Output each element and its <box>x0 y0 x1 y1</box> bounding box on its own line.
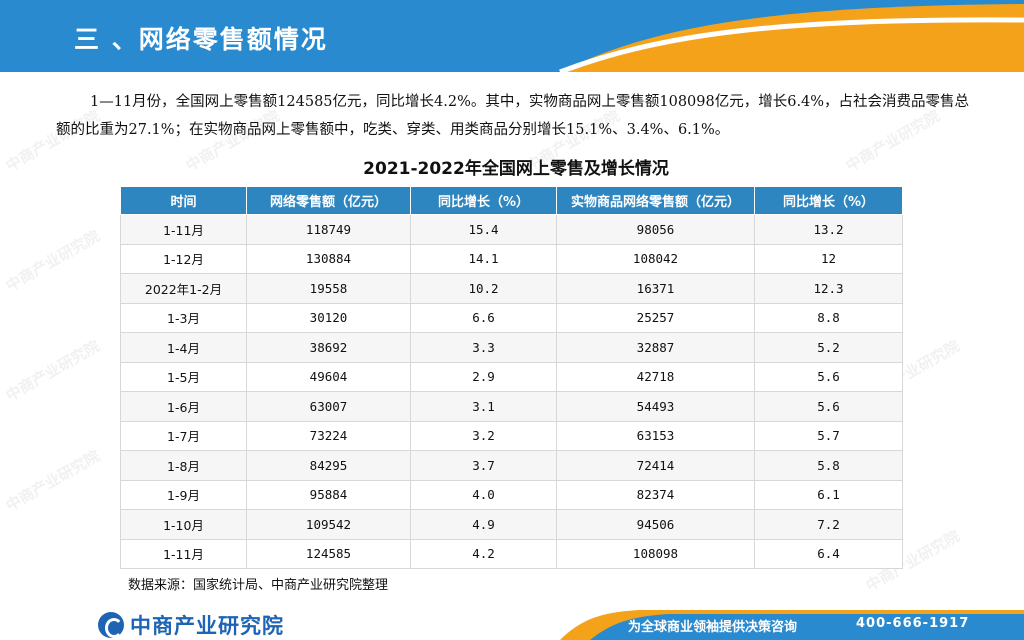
cell-yoy-growth: 14.1 <box>410 243 557 274</box>
column-header-physical-goods-retail: 实物商品网络零售额（亿元） <box>556 186 755 215</box>
table-row: 1-7月 73224 3.2 63153 5.7 <box>120 420 903 451</box>
table-row: 1-4月 38692 3.3 32887 5.2 <box>120 332 903 363</box>
cell-physical-growth: 7.2 <box>754 509 903 540</box>
cell-physical-retail: 32887 <box>556 332 755 363</box>
table-row: 1-3月 30120 6.6 25257 8.8 <box>120 302 903 333</box>
table-row: 1-12月 130884 14.1 108042 12 <box>120 243 903 274</box>
footer-slogan: 为全球商业领袖提供决策咨询 <box>628 620 798 635</box>
cell-physical-growth: 5.2 <box>754 332 903 363</box>
cell-yoy-growth: 3.1 <box>410 391 557 422</box>
watermark: 中商产业研究院 <box>2 336 103 405</box>
cell-physical-retail: 98056 <box>556 214 755 245</box>
cell-online-retail: 19558 <box>246 273 411 304</box>
cell-physical-retail: 25257 <box>556 302 755 333</box>
watermark: 中商产业研究院 <box>2 446 103 515</box>
cell-time: 1-10月 <box>120 509 247 540</box>
table-row: 1-9月 95884 4.0 82374 6.1 <box>120 479 903 510</box>
cell-yoy-growth: 4.0 <box>410 479 557 510</box>
cell-physical-retail: 54493 <box>556 391 755 422</box>
footer-phone: 400-666-1917 <box>856 616 970 631</box>
column-header-time: 时间 <box>120 186 247 215</box>
table-row: 1-6月 63007 3.1 54493 5.6 <box>120 391 903 422</box>
cell-physical-growth: 5.8 <box>754 450 903 481</box>
cell-yoy-growth: 3.3 <box>410 332 557 363</box>
column-header-online-retail: 网络零售额（亿元） <box>246 186 411 215</box>
cell-online-retail: 118749 <box>246 214 411 245</box>
cell-online-retail: 30120 <box>246 302 411 333</box>
cell-physical-retail: 16371 <box>556 273 755 304</box>
page-title: 三 、网络零售额情况 <box>74 25 328 54</box>
data-source-note: 数据来源：国家统计局、中商产业研究院整理 <box>128 578 389 593</box>
watermark: 中商产业研究院 <box>2 226 103 295</box>
table-header-row: 时间 网络零售额（亿元） 同比增长（%） 实物商品网络零售额（亿元） 同比增长（… <box>120 186 903 215</box>
table-row: 1-5月 49604 2.9 42718 5.6 <box>120 361 903 392</box>
table-row: 1-8月 84295 3.7 72414 5.8 <box>120 450 903 481</box>
cell-time: 1-8月 <box>120 450 247 481</box>
cell-physical-growth: 5.6 <box>754 361 903 392</box>
column-header-yoy-growth: 同比增长（%） <box>410 186 557 215</box>
cell-physical-growth: 12 <box>754 243 903 274</box>
cell-physical-retail: 82374 <box>556 479 755 510</box>
intro-paragraph: 1—11月份，全国网上零售额124585亿元，同比增长4.2%。其中，实物商品网… <box>56 94 970 138</box>
cell-physical-growth: 5.6 <box>754 391 903 422</box>
cell-physical-retail: 42718 <box>556 361 755 392</box>
cell-yoy-growth: 3.2 <box>410 420 557 451</box>
cell-online-retail: 38692 <box>246 332 411 363</box>
cell-time: 1-12月 <box>120 243 247 274</box>
cell-yoy-growth: 4.2 <box>410 538 557 569</box>
cell-online-retail: 73224 <box>246 420 411 451</box>
cell-physical-growth: 12.3 <box>754 273 903 304</box>
header-background <box>0 0 1024 72</box>
cell-physical-growth: 13.2 <box>754 214 903 245</box>
cell-online-retail: 109542 <box>246 509 411 540</box>
table-row: 2022年1-2月 19558 10.2 16371 12.3 <box>120 273 903 304</box>
cell-yoy-growth: 6.6 <box>410 302 557 333</box>
cell-physical-growth: 6.1 <box>754 479 903 510</box>
cell-time: 2022年1-2月 <box>120 273 247 304</box>
cell-physical-growth: 8.8 <box>754 302 903 333</box>
retail-data-table: 时间 网络零售额（亿元） 同比增长（%） 实物商品网络零售额（亿元） 同比增长（… <box>120 186 903 569</box>
cell-time: 1-5月 <box>120 361 247 392</box>
cell-time: 1-11月 <box>120 214 247 245</box>
table-row: 1-10月 109542 4.9 94506 7.2 <box>120 509 903 540</box>
cell-yoy-growth: 2.9 <box>410 361 557 392</box>
cell-time: 1-9月 <box>120 479 247 510</box>
cell-online-retail: 63007 <box>246 391 411 422</box>
cell-time: 1-4月 <box>120 332 247 363</box>
logo-text: 中商产业研究院 <box>130 614 284 638</box>
cell-online-retail: 49604 <box>246 361 411 392</box>
cell-physical-retail: 108098 <box>556 538 755 569</box>
cell-physical-growth: 5.7 <box>754 420 903 451</box>
cell-online-retail: 95884 <box>246 479 411 510</box>
header-band: 三 、网络零售额情况 <box>0 0 1024 72</box>
cell-yoy-growth: 3.7 <box>410 450 557 481</box>
cell-online-retail: 124585 <box>246 538 411 569</box>
cell-yoy-growth: 15.4 <box>410 214 557 245</box>
cell-yoy-growth: 10.2 <box>410 273 557 304</box>
cell-online-retail: 84295 <box>246 450 411 481</box>
company-logo: 中商产业研究院 <box>98 610 284 640</box>
column-header-physical-yoy-growth: 同比增长（%） <box>754 186 903 215</box>
cell-time: 1-11月 <box>120 538 247 569</box>
cell-physical-growth: 6.4 <box>754 538 903 569</box>
cell-physical-retail: 63153 <box>556 420 755 451</box>
table-title: 2021-2022年全国网上零售及增长情况 <box>363 159 669 179</box>
cell-time: 1-7月 <box>120 420 247 451</box>
logo-mark-icon <box>98 612 124 638</box>
cell-physical-retail: 94506 <box>556 509 755 540</box>
cell-physical-retail: 72414 <box>556 450 755 481</box>
footer-band: 中商产业研究院 为全球商业领袖提供决策咨询 400-666-1917 <box>0 604 1024 640</box>
cell-time: 1-3月 <box>120 302 247 333</box>
table-row: 1-11月 124585 4.2 108098 6.4 <box>120 538 903 569</box>
cell-physical-retail: 108042 <box>556 243 755 274</box>
cell-time: 1-6月 <box>120 391 247 422</box>
footer-background <box>560 610 1024 640</box>
cell-online-retail: 130884 <box>246 243 411 274</box>
cell-yoy-growth: 4.9 <box>410 509 557 540</box>
table-row: 1-11月 118749 15.4 98056 13.2 <box>120 214 903 245</box>
